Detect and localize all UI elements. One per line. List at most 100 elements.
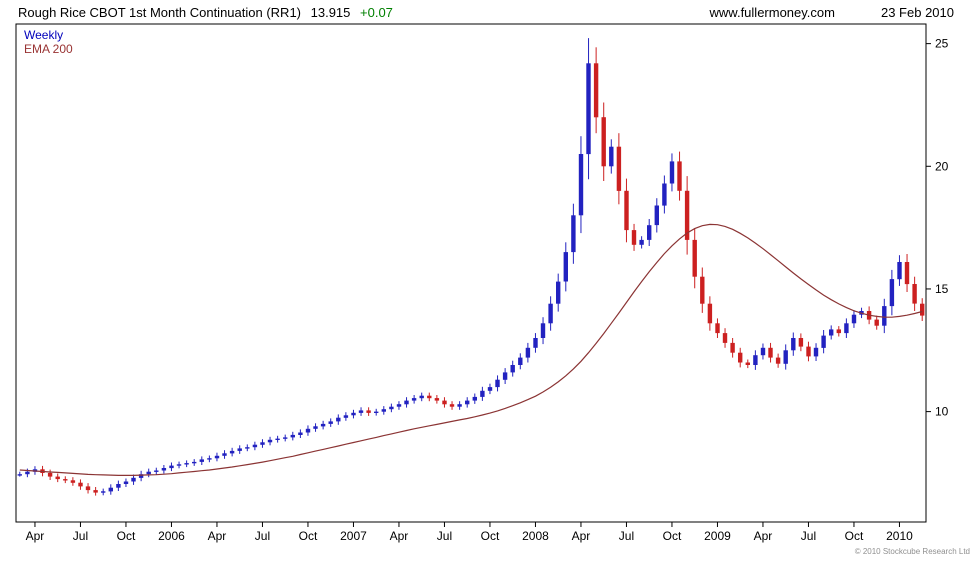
candle-body bbox=[343, 415, 349, 418]
candle-body bbox=[730, 342, 735, 353]
ema-line bbox=[19, 223, 923, 476]
candle-body bbox=[829, 329, 834, 336]
candle-body bbox=[540, 323, 546, 338]
candlestick-series bbox=[17, 38, 925, 496]
candle-body bbox=[518, 357, 523, 365]
candle-body bbox=[556, 281, 561, 304]
candle-body bbox=[821, 335, 826, 348]
website-text: www.fullermoney.com bbox=[709, 5, 835, 20]
x-tick-label: Oct bbox=[117, 529, 136, 543]
x-tick-label: Jul bbox=[73, 529, 88, 543]
last-price: 13.915 bbox=[310, 5, 351, 20]
candle-body bbox=[55, 476, 60, 480]
candle-body bbox=[146, 471, 151, 475]
y-tick-label: 15 bbox=[935, 282, 949, 296]
candle-body bbox=[169, 465, 174, 469]
candle-body bbox=[897, 262, 902, 280]
candle-body bbox=[624, 190, 629, 231]
price-chart: 10 15 20 25 Apr Jul Oct 2006 Apr Jul Oct 2007 Apr Ju… bbox=[15, 23, 970, 556]
candle-body bbox=[374, 411, 379, 413]
candle-body bbox=[131, 477, 136, 482]
candle-body bbox=[298, 432, 303, 435]
candle-body bbox=[138, 474, 144, 478]
candle-body bbox=[427, 395, 432, 399]
candle-body bbox=[647, 225, 652, 240]
candle-body bbox=[93, 490, 98, 493]
candle-body bbox=[78, 482, 83, 487]
candle-body bbox=[283, 437, 288, 439]
x-tick-label: 2010 bbox=[886, 529, 913, 543]
candle-body bbox=[85, 486, 91, 491]
candle-body bbox=[101, 491, 106, 493]
candle-body bbox=[836, 329, 841, 334]
candle-body bbox=[176, 464, 182, 466]
ema-polyline bbox=[19, 223, 923, 476]
candle-body bbox=[707, 303, 713, 324]
candle-body bbox=[25, 471, 30, 475]
candle-body bbox=[480, 390, 485, 397]
candle-body bbox=[806, 346, 811, 357]
candle-body bbox=[662, 183, 667, 206]
candle-body bbox=[434, 398, 440, 401]
candle-body bbox=[791, 338, 796, 351]
candle-body bbox=[313, 426, 318, 429]
x-tick-label: Apr bbox=[754, 529, 773, 543]
candle-body bbox=[237, 448, 242, 451]
candle-body bbox=[199, 459, 204, 462]
x-tick-label: Apr bbox=[208, 529, 227, 543]
candle-body bbox=[442, 400, 447, 405]
candle-body bbox=[684, 190, 690, 240]
candle-body bbox=[47, 472, 53, 477]
candle-body bbox=[411, 398, 417, 401]
x-tick-label: 2009 bbox=[704, 529, 731, 543]
candle-body bbox=[798, 338, 804, 347]
candle-body bbox=[70, 480, 76, 483]
candle-body bbox=[260, 442, 265, 445]
candle-body bbox=[252, 444, 258, 448]
x-tick-label: Jul bbox=[801, 529, 816, 543]
plot-border bbox=[15, 23, 927, 523]
candle-body bbox=[184, 463, 189, 465]
y-tick-label: 25 bbox=[935, 37, 949, 51]
candle-body bbox=[563, 252, 568, 282]
candle-body bbox=[920, 303, 925, 316]
candle-body bbox=[222, 453, 227, 456]
y-tick-label: 10 bbox=[935, 405, 949, 419]
candle-body bbox=[465, 400, 470, 405]
candle-body bbox=[275, 438, 280, 440]
candle-body bbox=[525, 347, 531, 358]
candle-body bbox=[63, 479, 68, 481]
candle-body bbox=[108, 487, 113, 492]
candle-body bbox=[813, 347, 819, 357]
instrument-title: Rough Rice CBOT 1st Month Continuation (… bbox=[18, 5, 301, 20]
header-bar: Rough Rice CBOT 1st Month Continuation (… bbox=[0, 0, 980, 22]
candle-body bbox=[586, 63, 591, 155]
copyright-note: © 2010 Stockcube Research Ltd bbox=[855, 547, 970, 556]
candle-body bbox=[882, 306, 887, 326]
x-tick-label: Apr bbox=[572, 529, 591, 543]
candle-body bbox=[267, 439, 273, 443]
candle-body bbox=[487, 387, 493, 391]
candle-body bbox=[639, 239, 644, 245]
candle-body bbox=[510, 365, 515, 373]
candle-body bbox=[874, 319, 879, 326]
candle-body bbox=[677, 161, 682, 191]
legend-weekly: Weekly bbox=[24, 28, 63, 42]
candle-body bbox=[404, 400, 409, 405]
candle-body bbox=[889, 279, 895, 307]
candle-body bbox=[722, 333, 728, 343]
candle-body bbox=[495, 379, 500, 388]
candle-body bbox=[760, 347, 766, 356]
candle-body bbox=[358, 410, 364, 413]
candle-body bbox=[654, 205, 659, 226]
x-axis: Apr Jul Oct 2006 Apr Jul Oct 2007 Apr Jul Oct 2008 A… bbox=[26, 522, 913, 543]
candle-body bbox=[904, 262, 910, 285]
candle-body bbox=[502, 372, 508, 380]
candle-body bbox=[745, 362, 750, 365]
candle-body bbox=[571, 215, 576, 253]
candle-body bbox=[692, 239, 697, 277]
candle-body bbox=[472, 396, 477, 401]
x-tick-label: Jul bbox=[437, 529, 452, 543]
header-meta-group: www.fullermoney.com 23 Feb 2010 bbox=[710, 5, 954, 20]
x-tick-label: Jul bbox=[255, 529, 270, 543]
